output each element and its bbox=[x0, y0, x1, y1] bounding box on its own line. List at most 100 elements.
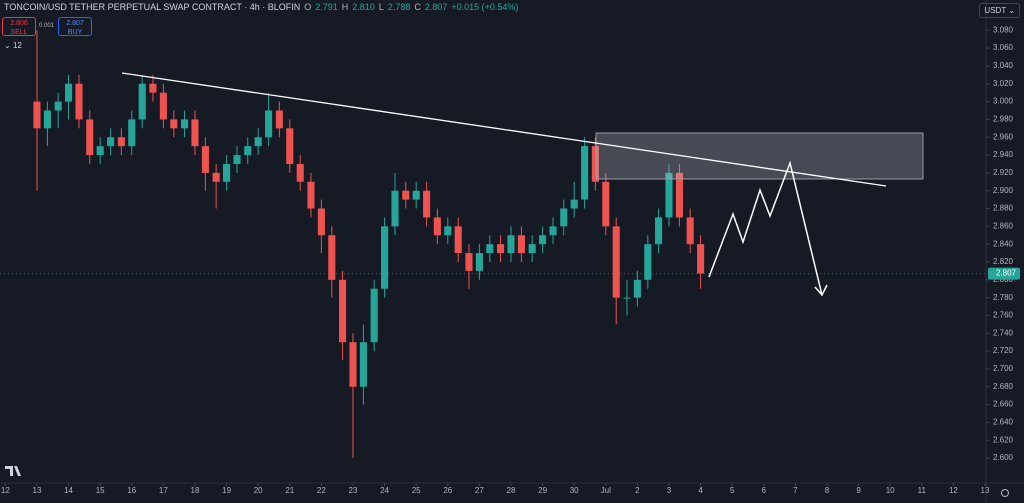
candle-body bbox=[412, 190, 420, 200]
x-tick-label: 10 bbox=[886, 486, 895, 495]
ohlc-label: H bbox=[341, 2, 349, 12]
y-tick-label: 2.840 bbox=[993, 239, 1014, 248]
x-tick-label: 26 bbox=[443, 486, 452, 495]
ohlc-label: L bbox=[378, 2, 384, 12]
candle-body bbox=[612, 226, 620, 298]
y-tick-label: 2.620 bbox=[993, 435, 1014, 444]
x-tick-label: 21 bbox=[285, 486, 294, 495]
candle-body bbox=[655, 217, 663, 245]
candle-body bbox=[254, 137, 262, 147]
currency: USDT bbox=[984, 6, 1007, 15]
x-tick-label: 17 bbox=[159, 486, 168, 495]
candle-body bbox=[201, 146, 209, 173]
candle-body bbox=[33, 101, 41, 129]
x-tick-label: 18 bbox=[191, 486, 200, 495]
buy-price: 2.807 bbox=[66, 20, 84, 27]
candle-body bbox=[128, 119, 136, 147]
candle-body bbox=[191, 119, 199, 147]
buy-button[interactable]: 2.807 BUY bbox=[58, 17, 92, 36]
x-tick-label: 23 bbox=[349, 486, 358, 495]
projection-arrowhead bbox=[814, 284, 828, 297]
candle-body bbox=[43, 110, 51, 129]
last-price-box bbox=[988, 267, 1020, 280]
x-tick-label: 2 bbox=[635, 486, 640, 495]
y-tick-label: 2.780 bbox=[993, 293, 1014, 302]
x-tick-label: 27 bbox=[475, 486, 484, 495]
y-tick-label: 3.020 bbox=[993, 79, 1014, 88]
y-tick-label: 2.660 bbox=[993, 400, 1014, 409]
candle-body bbox=[570, 199, 578, 209]
candle-body bbox=[286, 128, 294, 164]
tv-logo bbox=[5, 466, 21, 476]
candle-body bbox=[359, 342, 367, 387]
candle-body bbox=[149, 83, 157, 93]
header: TONCOIN/USD TETHER PERPETUAL SWAP CONTRA… bbox=[4, 2, 518, 12]
y-tick-label: 2.920 bbox=[993, 168, 1014, 177]
candle-body bbox=[117, 137, 125, 147]
candle-body bbox=[339, 279, 347, 343]
candle-body bbox=[423, 190, 431, 218]
candle-body bbox=[86, 119, 94, 156]
candle-body bbox=[675, 172, 683, 218]
y-tick-label: 2.640 bbox=[993, 418, 1014, 427]
symbol: TONCOIN/USD TETHER PERPETUAL SWAP CONTRA… bbox=[4, 2, 301, 12]
candle-body bbox=[465, 253, 473, 271]
x-tick-label: 12 bbox=[1, 486, 10, 495]
change: +0.015 (+0.54%) bbox=[451, 2, 519, 12]
y-tick-label: 2.940 bbox=[993, 150, 1014, 159]
x-tick-label: 16 bbox=[127, 486, 136, 495]
x-tick-label: 13 bbox=[33, 486, 42, 495]
x-tick-label: 28 bbox=[507, 486, 516, 495]
last-price-label: 2.807 bbox=[996, 269, 1017, 278]
ohlc-label: O bbox=[304, 2, 312, 12]
candle-body bbox=[697, 244, 705, 274]
candle-body bbox=[75, 83, 83, 120]
candle-body bbox=[517, 235, 525, 254]
x-tick-label: 12 bbox=[949, 486, 958, 495]
indicator-count: 12 bbox=[12, 41, 22, 50]
settings-icon[interactable] bbox=[1001, 489, 1009, 497]
candle-body bbox=[159, 92, 167, 120]
x-tick-label: 7 bbox=[793, 486, 798, 495]
candle-body bbox=[581, 146, 589, 200]
candle-body bbox=[381, 226, 389, 289]
x-tick-label: 15 bbox=[96, 486, 105, 495]
sell-button[interactable]: 2.806 SELL bbox=[2, 17, 36, 36]
x-tick-label: 22 bbox=[317, 486, 326, 495]
candle-body bbox=[549, 226, 557, 236]
candle-body bbox=[623, 297, 631, 299]
indicators-toggle[interactable]: ⌄ 12 bbox=[4, 41, 22, 50]
candle-body bbox=[181, 119, 189, 129]
resistance-zone bbox=[595, 132, 924, 180]
candle-body bbox=[433, 217, 441, 236]
y-tick-label: 2.900 bbox=[993, 186, 1014, 195]
y-tick-label: 2.980 bbox=[993, 115, 1014, 124]
y-tick-label: 3.060 bbox=[993, 43, 1014, 52]
x-tick-label: 4 bbox=[698, 486, 703, 495]
currency-button[interactable]: USDT ⌄ bbox=[979, 3, 1020, 18]
y-tick-label: 2.700 bbox=[993, 364, 1014, 373]
y-tick-label: 2.960 bbox=[993, 132, 1014, 141]
candle-body bbox=[665, 172, 673, 218]
ohlc-label: C bbox=[414, 2, 421, 12]
y-tick-label: 2.860 bbox=[993, 221, 1014, 230]
ohlc-value: 2.810 bbox=[352, 2, 375, 12]
x-tick-label: 6 bbox=[762, 486, 767, 495]
y-tick-label: 2.600 bbox=[993, 453, 1014, 462]
x-tick-label: 11 bbox=[918, 486, 927, 495]
candle-body bbox=[296, 163, 304, 182]
candle-body bbox=[265, 110, 273, 138]
x-tick-label: 3 bbox=[667, 486, 672, 495]
x-tick-label: Jul bbox=[601, 486, 611, 495]
x-tick-label: 19 bbox=[222, 486, 231, 495]
candle-body bbox=[644, 244, 652, 280]
candle-body bbox=[560, 208, 568, 227]
candle-body bbox=[107, 137, 115, 147]
x-tick-label: 13 bbox=[981, 486, 990, 495]
candle-body bbox=[275, 110, 283, 129]
trend-line bbox=[121, 72, 887, 187]
x-tick-label: 24 bbox=[380, 486, 389, 495]
ohlc-value: 2.807 bbox=[424, 2, 448, 12]
y-tick-label: 2.740 bbox=[993, 328, 1014, 337]
